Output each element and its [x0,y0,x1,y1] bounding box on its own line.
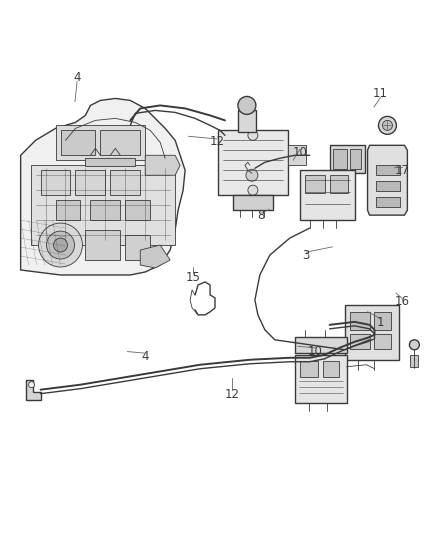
Circle shape [248,185,258,195]
Bar [110,170,140,195]
Bar [300,170,355,220]
Bar [305,175,325,193]
Text: 17: 17 [395,164,410,177]
Bar [85,158,135,166]
Circle shape [410,340,419,350]
Bar [238,110,256,132]
Bar [31,165,175,245]
Bar [233,195,273,210]
Bar [375,181,400,191]
Text: 16: 16 [395,295,410,308]
Bar [350,312,370,330]
Circle shape [28,382,35,387]
Bar [374,312,392,330]
Bar [332,149,346,169]
Bar [41,170,71,195]
Circle shape [382,120,392,131]
Circle shape [39,223,82,267]
Text: 1: 1 [377,316,384,329]
Bar [100,131,140,155]
Bar [56,200,81,220]
Polygon shape [21,99,185,275]
Text: 10: 10 [292,146,307,159]
Bar [125,200,150,220]
Bar [60,131,95,155]
Text: 10: 10 [307,345,322,358]
Bar [90,200,120,220]
Bar [218,131,288,195]
Bar [375,165,400,175]
Bar [375,197,400,207]
Bar [350,334,370,349]
Text: 11: 11 [373,87,388,100]
Polygon shape [367,146,407,215]
Circle shape [238,96,256,115]
Text: 8: 8 [257,209,264,222]
Bar [300,361,318,377]
Polygon shape [145,155,180,175]
Bar [295,337,346,353]
Polygon shape [25,379,41,400]
Bar [410,355,418,367]
Text: 12: 12 [225,387,240,401]
Bar [85,230,120,260]
Bar [345,305,399,360]
Text: 15: 15 [185,271,200,284]
Bar [125,235,150,260]
Bar [330,146,364,173]
Circle shape [46,231,74,259]
Circle shape [248,131,258,140]
Bar [75,170,106,195]
Text: 3: 3 [303,249,310,262]
Bar [374,334,392,349]
Bar [323,361,339,377]
Circle shape [53,238,67,252]
Polygon shape [288,146,306,165]
Circle shape [246,169,258,181]
Polygon shape [140,245,170,268]
Bar [295,355,346,402]
Text: 12: 12 [209,135,224,148]
Text: 4: 4 [141,350,148,364]
Bar [330,175,348,193]
Circle shape [378,116,396,134]
Bar [350,149,360,169]
Bar [56,125,145,160]
Text: 4: 4 [73,71,81,84]
